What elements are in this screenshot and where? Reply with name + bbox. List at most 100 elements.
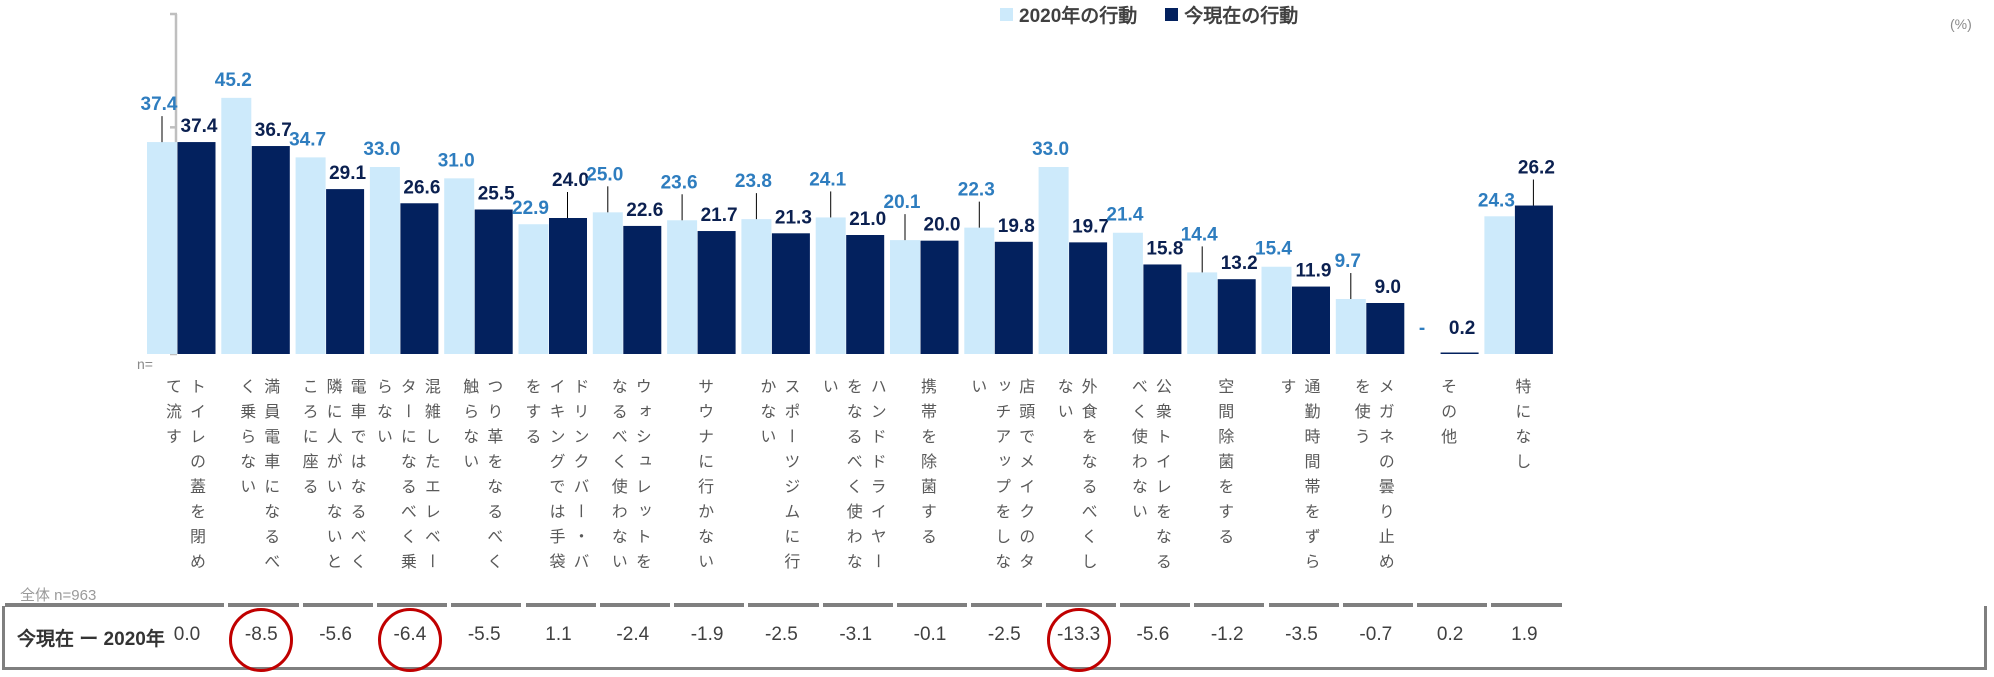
data-label-2020: 9.7 bbox=[1335, 251, 1361, 272]
category-label: 携帯を除菌する bbox=[890, 378, 964, 598]
highlight-circle bbox=[377, 608, 442, 672]
bar-now bbox=[1217, 279, 1256, 354]
bar-now bbox=[1069, 242, 1108, 354]
data-label-now: 11.9 bbox=[1296, 261, 1332, 282]
difference-value: -5.6 bbox=[1136, 624, 1170, 645]
bar-2020 bbox=[815, 217, 846, 354]
legend-swatch-2020 bbox=[1000, 8, 1013, 21]
bar-2020 bbox=[221, 97, 252, 354]
difference-value: -3.1 bbox=[839, 624, 873, 645]
table-border-segment bbox=[971, 603, 1042, 607]
bar-2020 bbox=[1484, 216, 1515, 354]
category-label-text: 混雑したエレベーターになるべく乗らない bbox=[373, 378, 441, 578]
data-label-2020: 45.2 bbox=[215, 70, 252, 91]
table-border-segment bbox=[1119, 603, 1191, 607]
table-border-segment bbox=[1417, 603, 1488, 607]
table-border-segment bbox=[154, 603, 225, 607]
data-label-now: 9.0 bbox=[1375, 277, 1401, 298]
bar-chart: 37.437.445.236.734.729.133.026.631.025.5… bbox=[141, 12, 1555, 356]
category-label: 空間除菌をする bbox=[1187, 378, 1261, 598]
category-label-text: 携帯を除菌する bbox=[918, 378, 937, 553]
category-label: その他 bbox=[1410, 378, 1484, 598]
category-label: ドリンクバー・バイキングでは手袋をする bbox=[519, 378, 593, 598]
bar-2020 bbox=[1335, 299, 1366, 354]
table-border-segment bbox=[748, 603, 819, 607]
data-label-now: 26.2 bbox=[1518, 158, 1555, 179]
category-label-text: ドリンクバー・バイキングでは手袋をする bbox=[522, 378, 590, 578]
data-label-now: 36.7 bbox=[255, 120, 292, 141]
bar-now bbox=[326, 189, 365, 354]
category-label-text: 満員電車になるべく乗らない bbox=[237, 378, 281, 578]
category-label-text: 公衆トイレをなるべく使わない bbox=[1128, 378, 1172, 578]
bar-now bbox=[1292, 286, 1330, 354]
highlight-circle bbox=[1046, 608, 1111, 672]
difference-value: -0.1 bbox=[913, 624, 947, 645]
bar-2020 bbox=[1261, 266, 1292, 354]
data-label-2020: 24.1 bbox=[809, 169, 846, 190]
category-label: ハンドドライヤーをなるべく使わない bbox=[816, 378, 890, 598]
bar-2020 bbox=[369, 167, 400, 354]
bar-now bbox=[994, 241, 1033, 354]
table-border-segment bbox=[376, 603, 448, 607]
bar-now bbox=[400, 203, 439, 354]
table-border-segment bbox=[897, 603, 968, 607]
category-label-text: トイレの蓋を閉めて流す bbox=[163, 378, 206, 578]
bar-2020 bbox=[667, 220, 698, 354]
category-label: 満員電車になるべく乗らない bbox=[221, 378, 295, 598]
total-sample-label: 全体 n=963 bbox=[20, 587, 97, 604]
bar-2020 bbox=[518, 224, 549, 354]
category-label: メガネの曇り止めを使う bbox=[1336, 378, 1410, 598]
data-label-now: 20.0 bbox=[924, 215, 961, 236]
category-label-text: スポーツジムに行かない bbox=[757, 378, 801, 578]
table-border-segment bbox=[1268, 603, 1339, 607]
category-label-text: 空間除菌をする bbox=[1215, 378, 1235, 553]
category-label: 特になし bbox=[1484, 378, 1558, 598]
category-label-text: メガネの曇り止めを使う bbox=[1351, 378, 1395, 578]
legend-label-2020: 2020年の行動 bbox=[1019, 6, 1138, 27]
difference-value: -3.5 bbox=[1285, 624, 1318, 645]
data-label-2020: 33.0 bbox=[1032, 139, 1069, 160]
bar-now bbox=[771, 233, 810, 354]
bar-2020 bbox=[444, 178, 475, 354]
category-label-text: 通勤時間帯をずらす bbox=[1277, 378, 1321, 578]
data-label-now: 37.4 bbox=[181, 116, 218, 137]
table-border-segment bbox=[674, 603, 745, 607]
table-border-segment bbox=[302, 603, 373, 607]
data-label-2020: 34.7 bbox=[289, 129, 326, 150]
table-border-segment bbox=[822, 603, 893, 607]
data-label-now: 24.0 bbox=[552, 170, 589, 191]
data-label-now: 15.8 bbox=[1146, 238, 1183, 259]
data-label-now: 21.3 bbox=[775, 207, 812, 228]
data-label-2020: 25.0 bbox=[586, 164, 623, 185]
bar-now bbox=[623, 225, 662, 354]
bar-now bbox=[474, 209, 513, 354]
category-label-text: ウォシュレットをなるべく使わない bbox=[608, 378, 652, 578]
bar-2020 bbox=[1187, 272, 1218, 354]
highlight-circle bbox=[229, 608, 294, 672]
data-label-now: 25.5 bbox=[478, 184, 515, 205]
data-label-2020: 22.9 bbox=[512, 198, 549, 219]
category-label: ウォシュレットをなるべく使わない bbox=[593, 378, 667, 598]
data-label-2020: 24.3 bbox=[1478, 190, 1515, 211]
data-label-2020: 15.4 bbox=[1255, 239, 1292, 260]
data-label-2020: 23.8 bbox=[735, 171, 772, 192]
bar-2020 bbox=[964, 227, 995, 354]
legend-swatch-now bbox=[1165, 8, 1179, 21]
legend-item-2020: 2020年の行動 bbox=[1000, 1, 1137, 28]
category-label-text: 特になし bbox=[1512, 378, 1532, 478]
difference-value: 0.2 bbox=[1436, 624, 1464, 645]
bar-now bbox=[1143, 264, 1182, 354]
table-border-segment bbox=[228, 603, 299, 607]
category-label: スポーツジムに行かない bbox=[741, 378, 815, 598]
bar-2020 bbox=[1038, 167, 1069, 354]
table-border-segment bbox=[525, 603, 596, 607]
data-label-2020: 33.0 bbox=[363, 139, 400, 160]
bar-now bbox=[1366, 303, 1405, 354]
data-label-2020: 22.3 bbox=[958, 180, 995, 201]
difference-value: 1.9 bbox=[1511, 624, 1538, 645]
category-label: サウナに行かない bbox=[667, 378, 741, 598]
category-label-text: つり革をなるべく触らない bbox=[460, 378, 504, 578]
unit-label: (%) bbox=[1950, 16, 1972, 32]
category-label: 店頭でメイクのタッチアップをしない bbox=[964, 378, 1038, 598]
category-label: つり革をなるべく触らない bbox=[444, 378, 518, 598]
